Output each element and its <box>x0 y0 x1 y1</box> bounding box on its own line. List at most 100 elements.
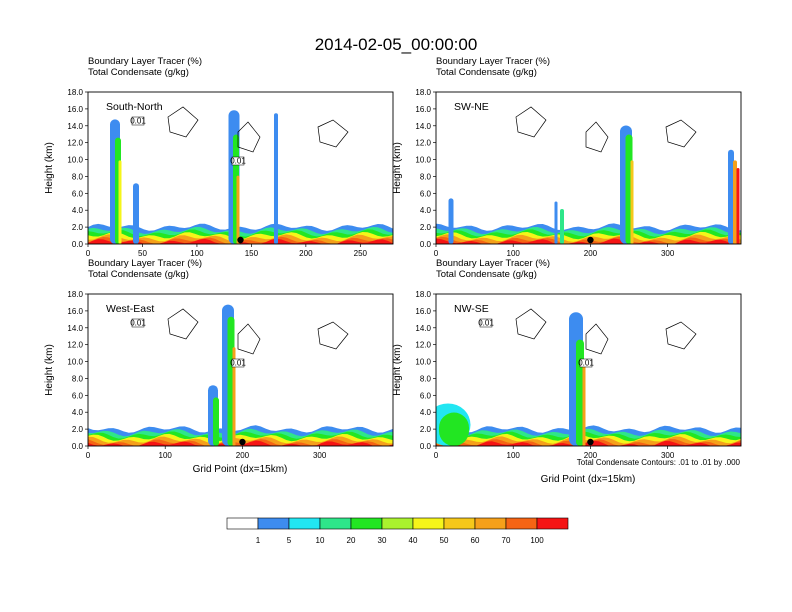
tracer-plume <box>133 183 139 244</box>
y-tick-label: 8.0 <box>72 172 84 181</box>
y-tick-label: 18.0 <box>415 290 431 299</box>
contour-note: Total Condensate Contours: .01 to .01 by… <box>577 458 741 467</box>
y-tick-label: 14.0 <box>415 122 431 131</box>
panel-name: West-East <box>106 303 154 315</box>
tracer-field <box>88 106 393 244</box>
location-marker <box>237 236 244 244</box>
contour-label-box <box>131 116 145 126</box>
colorbar-swatch <box>288 517 321 530</box>
condensate-contour <box>665 321 697 350</box>
panel-name: South-North <box>106 101 163 113</box>
contour-label-box <box>231 156 245 166</box>
x-tick-label: 100 <box>507 451 521 460</box>
tracer-band <box>88 236 393 244</box>
tracer-plume <box>582 362 586 446</box>
x-tick-label: 300 <box>661 249 675 258</box>
tracer-plume <box>213 397 219 446</box>
contour-label-box <box>231 358 245 368</box>
y-tick-label: 6.0 <box>72 391 84 400</box>
y-tick-label: 8.0 <box>72 374 84 383</box>
y-tick-label: 0.0 <box>72 442 84 451</box>
condensate-contour <box>317 119 349 148</box>
y-tick-label: 2.0 <box>420 425 432 434</box>
colorbar-label: 10 <box>316 536 325 545</box>
panel-south-north: Boundary Layer Tracer (%)Total Condensat… <box>44 56 394 258</box>
y-tick-label: 2.0 <box>72 425 84 434</box>
contour-label-box <box>479 318 493 328</box>
y-tick-label: 10.0 <box>415 358 431 367</box>
condensate-contour <box>585 121 609 153</box>
condensate-contour <box>317 321 349 350</box>
y-tick-label: 14.0 <box>67 122 83 131</box>
colorbar-label: 70 <box>502 536 511 545</box>
panel-name: NW-SE <box>454 303 489 315</box>
tracer-plume <box>232 347 236 446</box>
y-tick-label: 16.0 <box>67 105 83 114</box>
x-tick-label: 300 <box>313 451 327 460</box>
x-tick-label: 100 <box>190 249 204 258</box>
x-tick-label: 300 <box>661 451 675 460</box>
plot-frame <box>435 91 742 245</box>
x-axis-label-left: Grid Point (dx=15km) <box>193 464 288 475</box>
tracer-plume <box>733 160 737 244</box>
panel-subtitle-condensate: Total Condensate (g/kg) <box>88 67 189 78</box>
y-tick-label: 16.0 <box>415 105 431 114</box>
y-tick-label: 2.0 <box>72 223 84 232</box>
y-tick-label: 12.0 <box>67 341 83 350</box>
y-axis-label: Height (km) <box>44 142 55 194</box>
plot-area <box>436 92 741 244</box>
y-tick-label: 4.0 <box>72 206 84 215</box>
y-tick-label: 8.0 <box>420 374 432 383</box>
condensate-contour <box>665 119 697 148</box>
tracer-plume <box>448 198 454 244</box>
tracer-plume <box>736 168 740 244</box>
x-tick-label: 200 <box>584 451 598 460</box>
colorbar-swatch <box>443 517 476 530</box>
chart-title: 2014-02-05_00:00:00 <box>315 35 478 54</box>
panel-nw-se: Boundary Layer Tracer (%)Total Condensat… <box>392 258 742 460</box>
y-tick-label: 14.0 <box>67 324 83 333</box>
y-tick-label: 18.0 <box>67 88 83 97</box>
x-tick-label: 0 <box>434 451 439 460</box>
colorbar-label: 30 <box>378 536 387 545</box>
plot-frame <box>87 293 394 447</box>
contour-label: 0.01 <box>130 117 146 126</box>
plot-area <box>88 294 393 446</box>
y-tick-label: 4.0 <box>420 408 432 417</box>
y-tick-label: 12.0 <box>415 139 431 148</box>
contour-label: 0.01 <box>130 319 146 328</box>
x-tick-label: 250 <box>354 249 368 258</box>
y-tick-label: 4.0 <box>72 408 84 417</box>
panel-subtitle-condensate: Total Condensate (g/kg) <box>88 269 189 280</box>
panel-subtitle-tracer: Boundary Layer Tracer (%) <box>88 258 202 269</box>
condensate-contour <box>237 121 261 153</box>
colorbar-label: 5 <box>287 536 292 545</box>
panel-west-east: Boundary Layer Tracer (%)Total Condensat… <box>44 258 394 460</box>
y-tick-label: 0.0 <box>72 240 84 249</box>
x-tick-label: 0 <box>434 249 439 258</box>
colorbar-swatch <box>319 517 352 530</box>
x-tick-label: 0 <box>86 451 91 460</box>
contour-label: 0.01 <box>230 157 246 166</box>
y-tick-label: 6.0 <box>420 391 432 400</box>
y-tick-label: 0.0 <box>420 240 432 249</box>
tracer-plume <box>560 209 564 244</box>
y-tick-label: 10.0 <box>67 156 83 165</box>
colorbar-swatch <box>536 517 569 530</box>
tracer-plume <box>554 201 558 244</box>
contour-label-box <box>579 358 593 368</box>
x-tick-label: 100 <box>507 249 521 258</box>
condensate-contour <box>167 106 199 138</box>
y-tick-label: 4.0 <box>420 206 432 215</box>
colorbar: 1 5 10 20 30 40 50 60 70 100 <box>226 517 569 545</box>
location-marker <box>239 438 246 446</box>
colorbar-swatch <box>257 517 290 530</box>
location-marker <box>587 236 594 244</box>
location-marker <box>587 438 594 446</box>
x-tick-label: 100 <box>159 451 173 460</box>
colorbar-swatch <box>226 517 259 530</box>
condensate-contour <box>167 308 199 340</box>
y-axis-label: Height (km) <box>392 344 403 396</box>
tracer-plume <box>118 160 122 244</box>
